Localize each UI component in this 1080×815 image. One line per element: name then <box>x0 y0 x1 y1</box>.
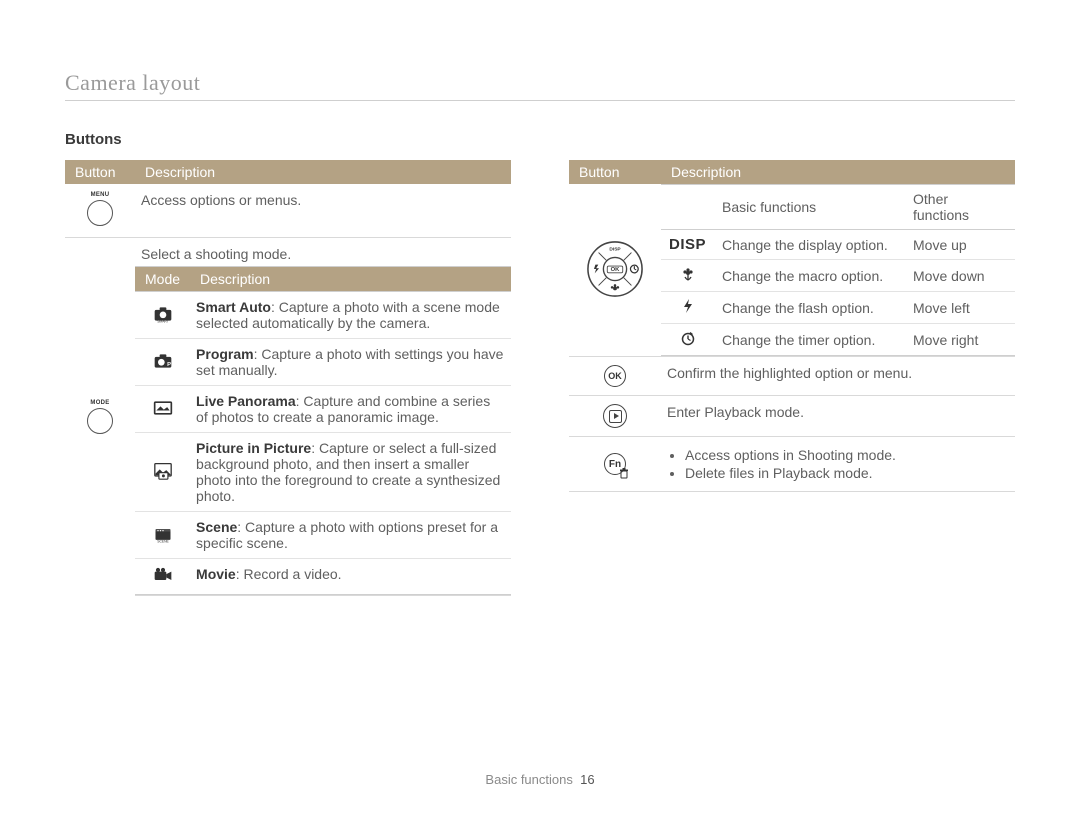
nav-header-other: Other functions <box>905 185 1015 230</box>
table-row: SMART Smart Auto: Capture a photo with a… <box>135 292 511 339</box>
ok-button-icon: OK <box>604 365 626 387</box>
svg-text:DISP: DISP <box>609 246 621 252</box>
section-heading: Buttons <box>65 131 1015 148</box>
mode-desc-header: Description <box>190 267 511 292</box>
table-row: Movie: Record a video. <box>135 559 511 595</box>
col-header-description: Description <box>661 160 1015 184</box>
nav-other: Move up <box>905 230 1015 260</box>
flash-icon <box>680 298 696 314</box>
table-row: DISP OK <box>569 184 1015 357</box>
disp-icon: DISP <box>669 236 706 253</box>
col-header-button: Button <box>65 160 135 184</box>
col-header-description: Description <box>135 160 511 184</box>
table-row: Change the timer option. Move right <box>661 324 1015 356</box>
left-column: Button Description MENU Access options o… <box>65 160 511 596</box>
playback-desc: Enter Playback mode. <box>661 396 1015 437</box>
mode-title: Live Panorama <box>196 393 296 409</box>
nav-basic: Change the timer option. <box>714 324 905 356</box>
col-header-button: Button <box>569 160 661 184</box>
breadcrumb: Camera layout <box>65 70 1015 96</box>
table-row: Live Panorama: Capture and combine a ser… <box>135 386 511 433</box>
list-item: Delete files in Playback mode. <box>685 465 1009 481</box>
ok-desc: Confirm the highlighted option or menu. <box>661 357 1015 396</box>
nav-basic: Change the flash option. <box>714 292 905 324</box>
mode-desc: : Record a video. <box>236 566 342 582</box>
right-column: Button Description <box>569 160 1015 596</box>
svg-text:P: P <box>167 362 171 368</box>
nav-pad-icon: DISP OK <box>586 240 644 298</box>
table-row: Picture in Picture: Capture or select a … <box>135 433 511 512</box>
picture-in-picture-icon <box>153 462 173 480</box>
mode-title: Movie <box>196 566 236 582</box>
footer-page: 16 <box>580 772 594 787</box>
mode-button-icon <box>87 408 113 434</box>
table-row: P Program: Capture a photo with settings… <box>135 339 511 386</box>
mode-intro: Select a shooting mode. <box>135 238 511 267</box>
live-panorama-icon <box>153 399 173 417</box>
svg-text:SCENE: SCENE <box>157 539 169 543</box>
mode-button-label: MODE <box>71 400 129 406</box>
svg-text:OK: OK <box>611 266 621 272</box>
table-row: Change the macro option. Move down <box>661 260 1015 292</box>
buttons-table-right: Button Description <box>569 160 1015 492</box>
nav-header-icon <box>661 185 714 230</box>
table-row: DISP Change the display option. Move up <box>661 230 1015 260</box>
nav-other: Move right <box>905 324 1015 356</box>
smart-auto-icon: SMART <box>153 305 173 323</box>
list-item: Access options in Shooting mode. <box>685 447 1009 463</box>
mode-title: Smart Auto <box>196 299 271 315</box>
mode-title: Scene <box>196 519 237 535</box>
mode-title: Picture in Picture <box>196 440 311 456</box>
menu-desc: Access options or menus. <box>135 184 511 238</box>
mode-col-header: Mode <box>135 267 190 292</box>
footer-section: Basic functions <box>485 772 572 787</box>
table-row: SCENE Scene: Capture a photo with option… <box>135 512 511 559</box>
trash-icon <box>618 467 630 479</box>
menu-button-icon <box>87 200 113 226</box>
scene-icon: SCENE <box>153 525 173 543</box>
fn-desc-list: Access options in Shooting mode. Delete … <box>667 447 1009 481</box>
divider <box>65 100 1015 101</box>
table-row: OK Confirm the highlighted option or men… <box>569 357 1015 396</box>
playback-button-icon <box>603 404 627 428</box>
menu-button-label: MENU <box>71 192 129 198</box>
buttons-table-left: Button Description MENU Access options o… <box>65 160 511 596</box>
mode-table: Mode Description SMART Smart Auto: Captu… <box>135 266 511 595</box>
page-footer: Basic functions 16 <box>0 772 1080 787</box>
svg-text:SMART: SMART <box>157 319 169 323</box>
mode-desc: : Capture a photo with options preset fo… <box>196 519 498 551</box>
nav-basic: Change the display option. <box>714 230 905 260</box>
timer-icon <box>680 330 696 346</box>
table-row: Fn Access options in Shooting mode. Dele… <box>569 437 1015 492</box>
nav-header-basic: Basic functions <box>714 185 905 230</box>
table-row: MENU Access options or menus. <box>65 184 511 238</box>
navpad-table: Basic functions Other functions DISP Cha… <box>661 184 1015 356</box>
nav-basic: Change the macro option. <box>714 260 905 292</box>
table-row: Change the flash option. Move left <box>661 292 1015 324</box>
program-icon: P <box>153 352 173 370</box>
nav-other: Move down <box>905 260 1015 292</box>
table-row: Enter Playback mode. <box>569 396 1015 437</box>
table-row: MODE Select a shooting mode. <box>65 238 511 267</box>
movie-icon <box>153 566 173 584</box>
macro-icon <box>680 266 696 282</box>
nav-other: Move left <box>905 292 1015 324</box>
mode-title: Program <box>196 346 254 362</box>
